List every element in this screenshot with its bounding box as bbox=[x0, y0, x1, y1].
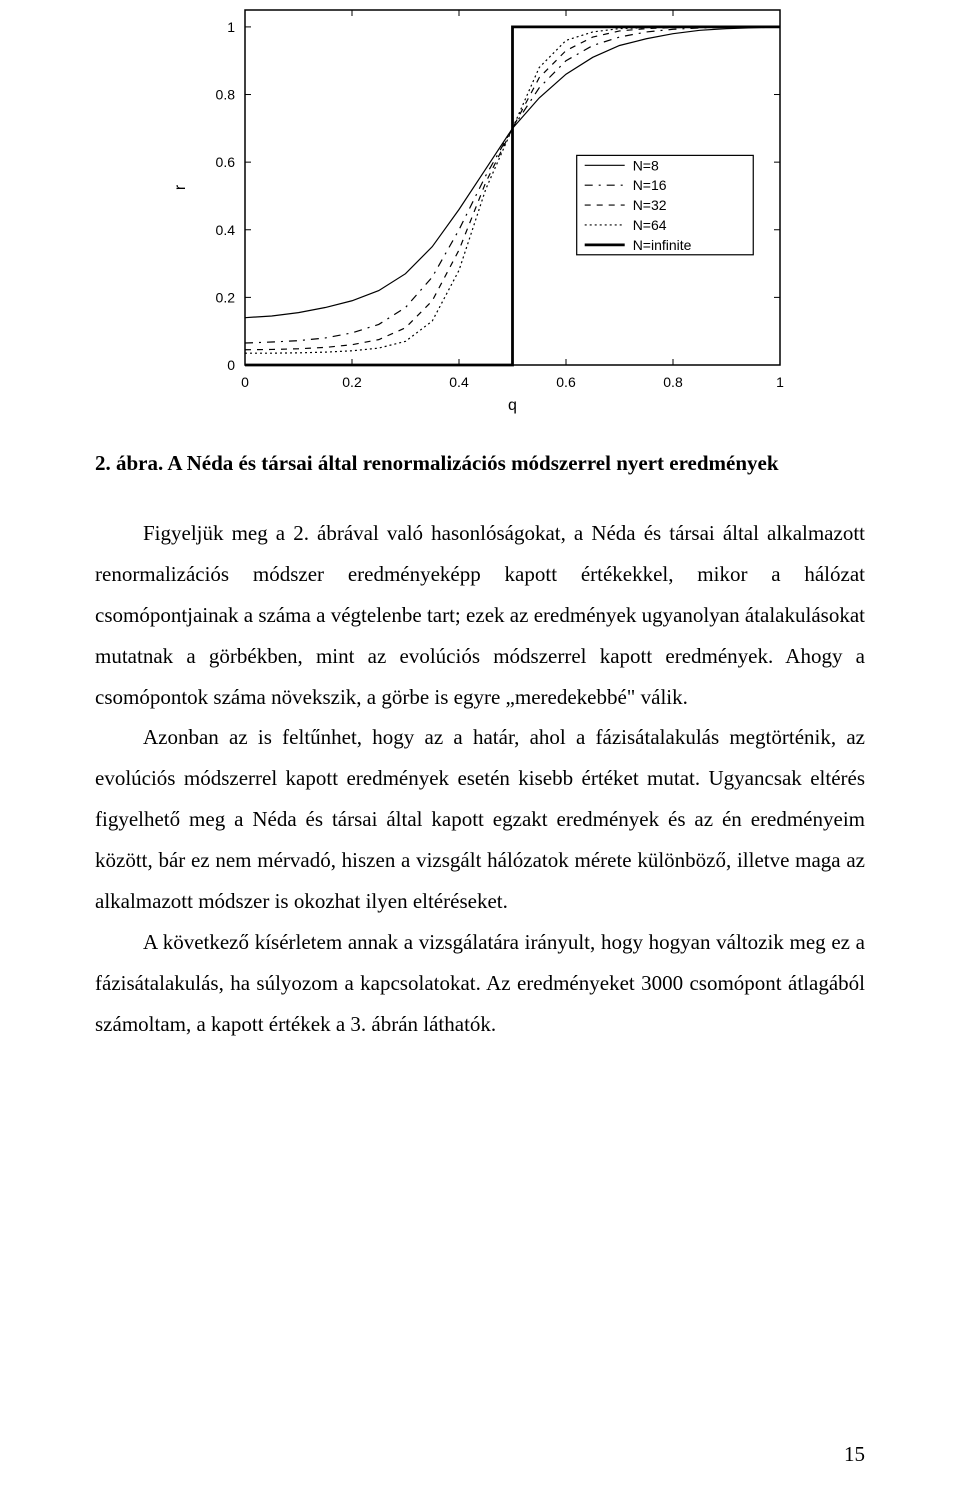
svg-text:0.6: 0.6 bbox=[556, 374, 576, 390]
paragraph: A következő kísérletem annak a vizsgálat… bbox=[95, 922, 865, 1045]
svg-text:N=8: N=8 bbox=[633, 157, 659, 173]
svg-text:N=32: N=32 bbox=[633, 197, 667, 213]
paragraph: Figyeljük meg a 2. ábrával való hasonlós… bbox=[95, 513, 865, 718]
svg-text:0.2: 0.2 bbox=[342, 374, 362, 390]
line-chart: 0 0.2 0.4 0.6 0.8 1 0 0.2 0.4 0.6 0.8 1 q r N=8 N=16 N=3… bbox=[160, 0, 800, 420]
svg-text:0.6: 0.6 bbox=[216, 154, 236, 170]
chart-container: 0 0.2 0.4 0.6 0.8 1 0 0.2 0.4 0.6 0.8 1 q r N=8 N=16 N=3… bbox=[160, 0, 800, 425]
svg-text:0: 0 bbox=[241, 374, 249, 390]
body-text: Figyeljük meg a 2. ábrával való hasonlós… bbox=[95, 513, 865, 1045]
paragraph: Azonban az is feltűnhet, hogy az a határ… bbox=[95, 717, 865, 922]
svg-text:N=64: N=64 bbox=[633, 217, 667, 233]
svg-text:q: q bbox=[508, 397, 517, 414]
svg-text:1: 1 bbox=[776, 374, 784, 390]
svg-text:0.4: 0.4 bbox=[216, 222, 236, 238]
svg-text:0.4: 0.4 bbox=[449, 374, 469, 390]
svg-text:1: 1 bbox=[227, 19, 235, 35]
svg-text:0: 0 bbox=[227, 357, 235, 373]
figure-caption: 2. ábra. A Néda és társai által renormal… bbox=[95, 445, 865, 483]
svg-text:N=16: N=16 bbox=[633, 177, 667, 193]
svg-text:0.8: 0.8 bbox=[216, 87, 236, 103]
svg-text:0.2: 0.2 bbox=[216, 289, 236, 305]
svg-text:0.8: 0.8 bbox=[663, 374, 683, 390]
svg-text:r: r bbox=[172, 184, 189, 190]
page-number: 15 bbox=[844, 1442, 865, 1467]
svg-text:N=infinite: N=infinite bbox=[633, 237, 692, 253]
